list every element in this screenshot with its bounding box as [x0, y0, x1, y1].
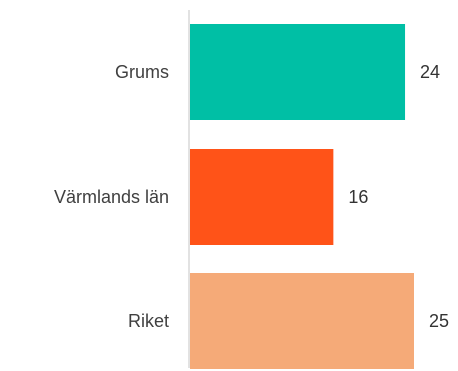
category-label-1: Värmlands län	[54, 187, 169, 207]
value-label-2: 25	[429, 311, 449, 331]
value-label-1: 16	[348, 187, 368, 207]
bar-0	[190, 24, 406, 120]
category-label-2: Riket	[128, 311, 169, 331]
category-label-0: Grums	[115, 62, 169, 82]
bars-group	[190, 24, 414, 369]
bar-2	[190, 273, 414, 369]
category-labels-group: Grums Värmlands län Riket	[54, 62, 169, 331]
bar-1	[190, 149, 334, 245]
value-label-0: 24	[420, 62, 440, 82]
value-labels-group: 24 16 25	[348, 62, 449, 331]
